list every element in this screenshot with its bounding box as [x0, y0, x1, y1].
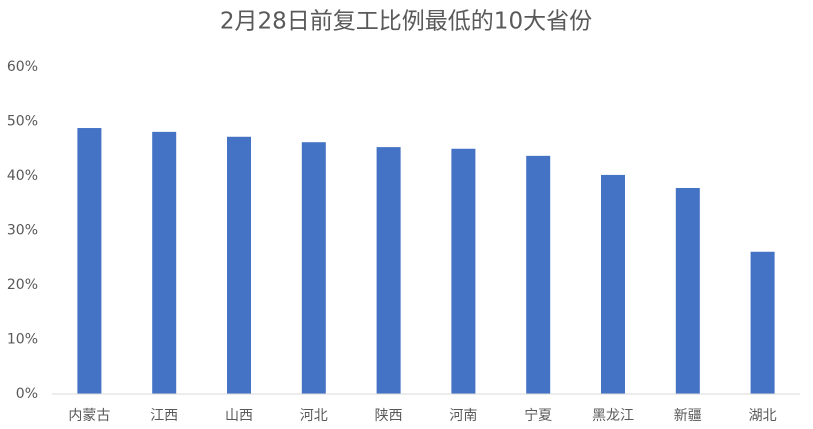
x-tick-label: 湖北 [749, 408, 777, 424]
x-tick-label: 陕西 [375, 408, 403, 424]
x-tick-label: 宁夏 [524, 407, 552, 424]
y-tick-label: 10% [7, 332, 38, 348]
x-tick-label: 新疆 [674, 408, 702, 424]
chart-title: 2月28日前复工比例最低的10大省份 [220, 9, 592, 35]
bar [451, 148, 476, 394]
y-tick-label: 50% [7, 114, 38, 130]
bar [601, 174, 625, 394]
bar [675, 187, 700, 394]
x-tick-label: 内蒙古 [68, 408, 110, 424]
bar [77, 128, 102, 395]
x-tick-label: 山西 [225, 408, 253, 424]
bar [301, 142, 326, 394]
y-tick-label: 60% [7, 59, 38, 75]
y-tick-label: 0% [16, 386, 38, 402]
y-tick-label: 30% [7, 223, 38, 239]
x-tick-label: 黑龙江 [592, 408, 634, 424]
y-tick-label: 20% [7, 277, 38, 293]
bar [152, 131, 177, 395]
x-tick-label: 河北 [300, 408, 328, 424]
bar [750, 251, 775, 394]
x-tick-label: 江西 [150, 408, 178, 424]
bar [526, 155, 551, 394]
x-tick-label: 河南 [449, 408, 477, 424]
y-tick-label: 40% [7, 168, 38, 184]
bar [376, 147, 401, 394]
bar [227, 136, 251, 394]
